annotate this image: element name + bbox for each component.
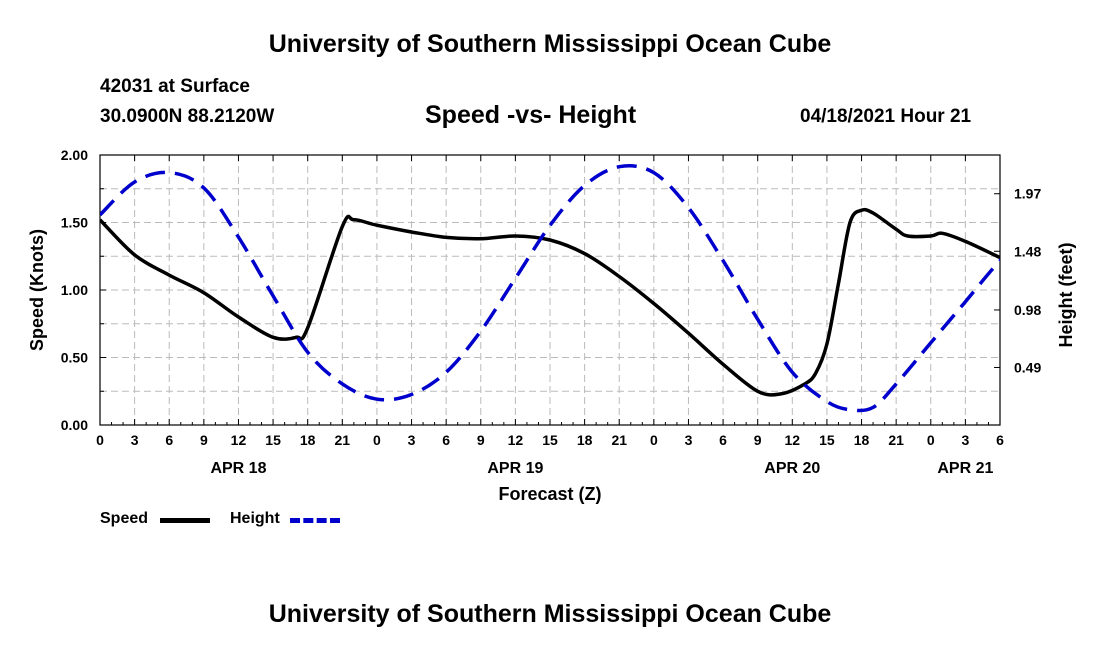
x-tick-label: 12 <box>231 432 247 448</box>
x-tick-label: 3 <box>685 432 693 448</box>
y2-tick-label: 0.49 <box>1014 359 1041 375</box>
series-line-height <box>100 164 1000 413</box>
x-tick-label: 9 <box>200 432 208 448</box>
legend-speed-label: Speed <box>100 510 149 527</box>
x-tick-label: 15 <box>542 432 558 448</box>
chart-title: Speed -vs- Height <box>425 101 637 129</box>
y-tick-label: 2.00 <box>61 147 88 163</box>
day-label: APR 18 <box>210 460 266 477</box>
y-tick-label: 0.50 <box>61 350 88 366</box>
day-label: APR 20 <box>764 460 820 477</box>
x-tick-label: 21 <box>888 432 904 448</box>
x-tick-label: 12 <box>785 432 801 448</box>
x-tick-label: 15 <box>265 432 281 448</box>
x-tick-label: 0 <box>96 432 104 448</box>
y2-axis-title: Height (feet) <box>1056 243 1076 348</box>
legend-height-label: Height <box>230 510 280 527</box>
x-axis-title: Forecast (Z) <box>498 484 601 504</box>
x-tick-label: 0 <box>650 432 658 448</box>
x-tick-label: 6 <box>719 432 727 448</box>
y2-tick-label: 1.48 <box>1014 243 1041 259</box>
plot-border <box>99 154 1001 426</box>
x-tick-label: 18 <box>854 432 870 448</box>
x-tick-label: 18 <box>577 432 593 448</box>
x-tick-label: 3 <box>131 432 139 448</box>
x-tick-label: 15 <box>819 432 835 448</box>
legend-height-swatch <box>290 518 340 523</box>
x-tick-label: 21 <box>335 432 351 448</box>
legend-speed-swatch <box>160 518 210 523</box>
x-tick-label: 6 <box>442 432 450 448</box>
date-hour: 04/18/2021 Hour 21 <box>800 106 972 127</box>
x-tick-label: 9 <box>477 432 485 448</box>
y2-tick-label: 0.98 <box>1014 302 1041 318</box>
y-tick-label: 1.00 <box>61 282 88 298</box>
x-tick-label: 9 <box>754 432 762 448</box>
y-tick-label: 1.50 <box>61 215 88 231</box>
x-tick-label: 0 <box>927 432 935 448</box>
x-tick-label: 21 <box>611 432 627 448</box>
x-tick-label: 6 <box>996 432 1004 448</box>
day-label: APR 19 <box>487 460 543 477</box>
y2-tick-label: 1.97 <box>1014 186 1041 202</box>
station-coords: 30.0900N 88.2120W <box>100 106 275 127</box>
y-tick-label: 0.00 <box>61 417 88 433</box>
bottom-title: University of Southern Mississippi Ocean… <box>268 600 832 628</box>
y-axis-title: Speed (Knots) <box>27 229 47 351</box>
station-name: 42031 at Surface <box>100 76 250 97</box>
x-tick-label: 12 <box>508 432 524 448</box>
day-label: APR 21 <box>937 460 993 477</box>
x-tick-label: 3 <box>961 432 969 448</box>
x-tick-label: 6 <box>165 432 173 448</box>
series-line-speed <box>100 207 1000 397</box>
x-tick-label: 3 <box>408 432 416 448</box>
x-tick-label: 18 <box>300 432 316 448</box>
x-tick-label: 0 <box>373 432 381 448</box>
top-title: University of Southern Mississippi Ocean… <box>268 30 832 58</box>
